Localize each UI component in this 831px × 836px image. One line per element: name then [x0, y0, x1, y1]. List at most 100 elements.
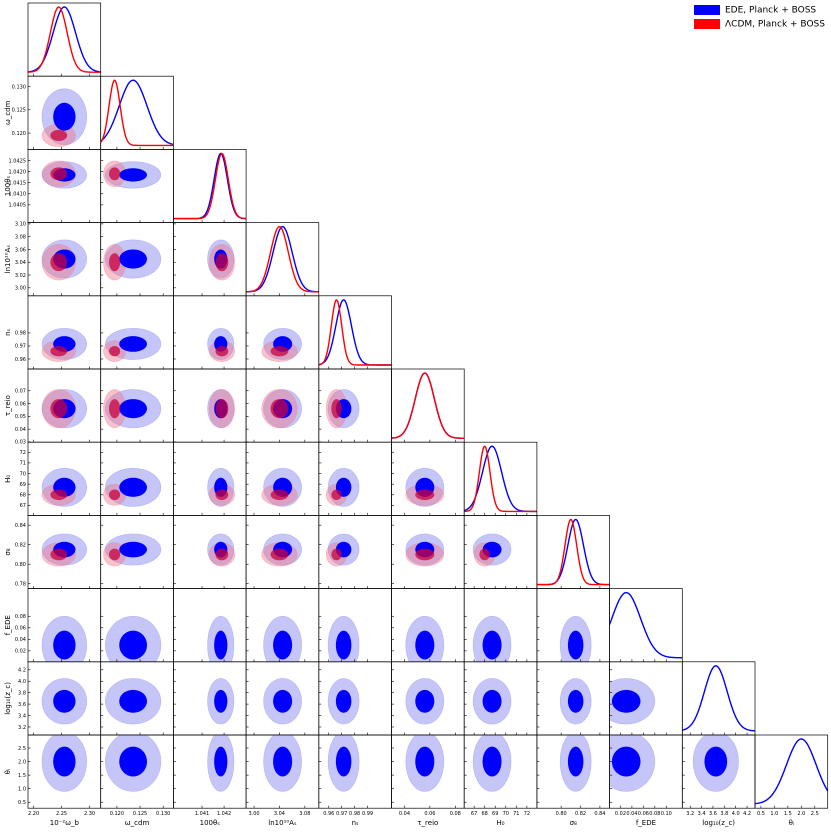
- x-tick-label: 1.0: [770, 811, 778, 817]
- panel: [105, 615, 162, 662]
- x-axis-label: nₛ: [352, 819, 359, 827]
- x-tick-label: 71: [513, 811, 519, 817]
- y-axis-label: σ₈: [4, 548, 12, 555]
- panel: [207, 467, 235, 507]
- density-curve: [28, 6, 101, 73]
- y-tick-label: 0.96: [15, 357, 26, 363]
- y-tick-label: 0.04: [15, 427, 26, 433]
- panel: [41, 160, 88, 189]
- contour-68: [415, 746, 435, 777]
- y-tick-label: 0.125: [12, 108, 26, 114]
- contour-68: [270, 489, 289, 501]
- panel: [103, 328, 162, 362]
- contour-68: [482, 746, 502, 777]
- panel: [472, 533, 512, 567]
- y-tick-label: 2.5: [18, 746, 26, 752]
- y-tick-label: 72: [20, 450, 26, 456]
- contour-68: [482, 630, 502, 660]
- x-axis-label: H₀: [497, 819, 505, 827]
- y-tick-label: 3.06: [15, 247, 26, 253]
- x-tick-label: 0.04: [399, 811, 410, 817]
- panel: [405, 615, 445, 662]
- y-tick-label: 1.0: [18, 786, 26, 792]
- panel: [103, 239, 162, 281]
- x-tick-label: 0.98: [349, 811, 360, 817]
- density-curve: [755, 738, 828, 805]
- panel: [464, 445, 537, 513]
- y-tick-label: 1.0405: [9, 203, 27, 209]
- panel: [103, 389, 162, 429]
- y-tick-label: 0.97: [15, 344, 26, 350]
- panel: [103, 467, 162, 507]
- y-tick-label: 0.08: [15, 614, 26, 620]
- contour-68: [331, 399, 342, 419]
- y-tick-label: 0.130: [12, 84, 26, 90]
- y-axis-label: nₛ: [4, 328, 12, 335]
- legend-swatch: [694, 19, 720, 29]
- contour-68: [109, 167, 121, 181]
- panel: [609, 678, 656, 725]
- contour-68: [53, 689, 76, 713]
- density-curve: [464, 445, 537, 513]
- panel: [103, 533, 162, 567]
- panel: [472, 735, 512, 792]
- contour-68: [482, 689, 502, 713]
- panel-frame: [27, 2, 102, 77]
- panel: [207, 735, 235, 792]
- x-tick-label: 0.82: [575, 811, 586, 817]
- contour-68: [215, 489, 229, 501]
- panel: [207, 533, 235, 567]
- panel: [105, 678, 162, 725]
- y-tick-label: 1.5: [18, 773, 26, 779]
- y-axis-label: θᵢ: [4, 769, 12, 775]
- y-tick-label: 0.80: [15, 562, 26, 568]
- contour-68: [331, 548, 342, 561]
- x-axis-label: f_EDE: [636, 819, 656, 827]
- panel: [41, 328, 88, 362]
- y-tick-label: 0.98: [15, 331, 26, 337]
- panel: [207, 615, 235, 662]
- contour-68: [119, 399, 148, 419]
- panel: [28, 6, 101, 73]
- contour-68: [479, 548, 490, 561]
- panel: [261, 389, 302, 429]
- panel: [405, 678, 445, 725]
- contour-68: [50, 253, 68, 272]
- x-tick-label: 70: [503, 811, 509, 817]
- y-tick-label: 3.00: [15, 286, 26, 292]
- y-axis-label: log₁₀(z_c): [4, 682, 12, 715]
- contour-68: [109, 253, 121, 272]
- panel: [327, 615, 360, 662]
- contour-68: [215, 399, 229, 419]
- panel-frame: [173, 295, 247, 370]
- contour-68: [119, 477, 148, 497]
- x-tick-label: 0.80: [556, 811, 567, 817]
- x-tick-label: 0.130: [156, 811, 170, 817]
- x-tick-label: 3.4: [698, 811, 706, 817]
- legend-label: ΛCDM, Planck + BOSS: [725, 20, 825, 30]
- density-curve: [536, 518, 610, 586]
- panel: [391, 372, 465, 439]
- y-tick-label: 0.120: [12, 131, 26, 137]
- contour-68: [109, 489, 121, 501]
- y-tick-label: 69: [20, 482, 26, 488]
- panel-frame: [245, 222, 320, 297]
- contour-68: [611, 746, 641, 777]
- x-axis-label: ln10¹⁰Aₛ: [268, 819, 297, 827]
- panel: [207, 389, 235, 429]
- contour-68: [119, 689, 148, 713]
- panel: [105, 735, 162, 792]
- contour-68: [270, 399, 289, 419]
- panel: [559, 735, 592, 792]
- panel: [609, 735, 656, 792]
- contour-68: [335, 746, 352, 777]
- y-axis-label: 100θₛ: [4, 175, 12, 196]
- contour-68: [119, 336, 148, 352]
- panel: [325, 467, 360, 507]
- x-axis-label: ω_cdm: [125, 819, 150, 827]
- x-axis-label: τ_reio: [417, 819, 438, 827]
- y-tick-label: 70: [20, 471, 26, 477]
- contour-68: [119, 168, 148, 182]
- contour-68: [214, 746, 228, 777]
